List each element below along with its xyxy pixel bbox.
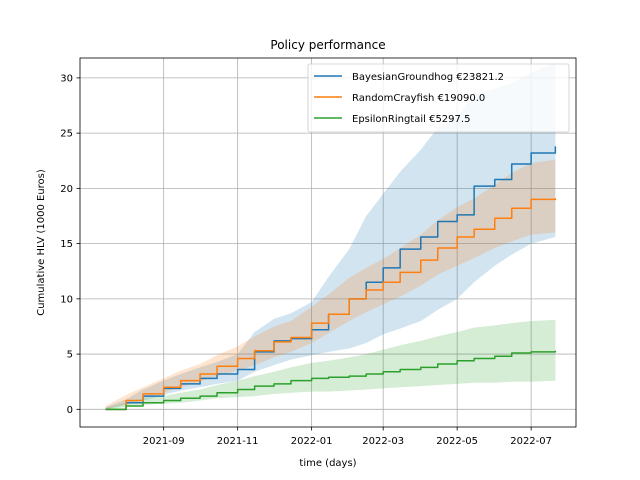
legend-box bbox=[307, 63, 570, 133]
legend-label-bayesiangroundhog: BayesianGroundhog €23821.2 bbox=[352, 72, 504, 83]
x-tick-label: 2021-09 bbox=[143, 436, 185, 447]
y-tick-label: 5 bbox=[67, 350, 73, 361]
x-axis-label: time (days) bbox=[299, 458, 356, 469]
x-tick-label: 2021-11 bbox=[217, 436, 259, 447]
y-tick-label: 10 bbox=[60, 294, 73, 305]
y-axis-label: Cumulative HLV (1000 Euros) bbox=[36, 169, 47, 316]
x-tick-label: 2022-05 bbox=[436, 436, 478, 447]
band-epsilonringtail bbox=[105, 319, 556, 410]
plot-frame bbox=[79, 57, 577, 428]
y-tick-label: 15 bbox=[60, 239, 73, 250]
y-tick-label: 20 bbox=[60, 184, 73, 195]
legend-label-randomcrayfish: RandomCrayfish €19090.0 bbox=[352, 93, 485, 104]
y-tick-label: 0 bbox=[67, 405, 73, 416]
legend-label-epsilonringtail: EpsilonRingtail €5297.5 bbox=[352, 114, 470, 125]
band-bayesiangroundhog bbox=[105, 63, 556, 410]
y-axis-ticks: 0 5 10 15 20 25 30 bbox=[60, 73, 80, 416]
y-tick-label: 30 bbox=[60, 73, 73, 84]
line-epsilonringtail bbox=[105, 350, 557, 411]
x-axis-ticks: 2021-09 2021-11 2022-01 2022-03 2022-05 2022-… bbox=[143, 427, 552, 447]
x-tick-label: 2022-07 bbox=[510, 436, 552, 447]
x-tick-label: 2022-01 bbox=[291, 436, 333, 447]
chart-title: Policy performance bbox=[270, 38, 385, 52]
line-randomcrayfish bbox=[105, 198, 557, 411]
y-tick-label: 25 bbox=[60, 129, 73, 140]
x-tick-label: 2022-03 bbox=[362, 436, 404, 447]
legend: BayesianGroundhog €23821.2 RandomCrayfis… bbox=[307, 63, 570, 133]
series-lines bbox=[105, 146, 557, 411]
